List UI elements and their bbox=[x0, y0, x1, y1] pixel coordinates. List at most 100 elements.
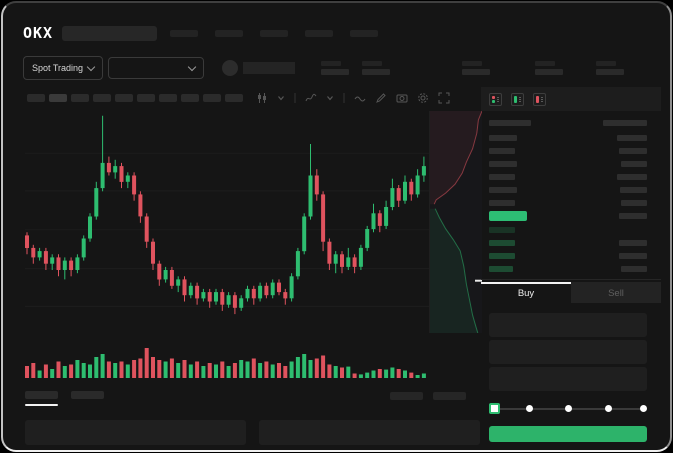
draw-icon[interactable] bbox=[375, 92, 387, 104]
order-field-skeleton[interactable] bbox=[489, 313, 647, 337]
timeframe-button[interactable] bbox=[225, 94, 243, 102]
ask-row[interactable] bbox=[489, 157, 647, 170]
bid-row[interactable] bbox=[489, 223, 647, 236]
bid-row[interactable] bbox=[489, 262, 647, 275]
stat-item bbox=[362, 61, 391, 75]
line-style-icon[interactable] bbox=[354, 92, 366, 104]
orderbook-header-amount-skeleton bbox=[603, 120, 647, 126]
orderbook-toolbar bbox=[481, 87, 661, 111]
slider-stop[interactable] bbox=[604, 405, 612, 412]
table-panel-skeleton bbox=[259, 420, 480, 445]
orderbook-bids bbox=[489, 223, 647, 275]
volume-chart[interactable] bbox=[25, 344, 429, 378]
bottom-tab[interactable] bbox=[71, 391, 104, 399]
stat-label-skeleton bbox=[596, 61, 617, 66]
stat-item bbox=[462, 61, 491, 75]
ask-amount-skeleton bbox=[620, 186, 647, 193]
icon-line bbox=[497, 96, 499, 98]
timeframe-button[interactable] bbox=[71, 94, 89, 102]
ask-row[interactable] bbox=[489, 183, 647, 196]
search-bar[interactable] bbox=[62, 25, 158, 41]
bottom-table-skeleton bbox=[25, 420, 480, 445]
indicators-icon[interactable] bbox=[305, 92, 317, 104]
stat-label-skeleton bbox=[321, 61, 342, 66]
bid-row[interactable] bbox=[489, 236, 647, 249]
timeframe-button[interactable] bbox=[203, 94, 221, 102]
bottom-tabs bbox=[25, 391, 466, 406]
ask-price-skeleton bbox=[489, 186, 517, 193]
icon-left-column bbox=[536, 95, 539, 103]
candlestick-chart[interactable] bbox=[25, 111, 429, 333]
okx-logo[interactable]: OKX bbox=[23, 24, 54, 42]
bottom-tab[interactable] bbox=[25, 391, 58, 406]
orderbook-view-icon-combined[interactable] bbox=[489, 92, 502, 106]
icon-line bbox=[541, 98, 543, 100]
bid-price-skeleton bbox=[489, 226, 515, 233]
orderbook-view-icon-asks[interactable] bbox=[533, 92, 546, 106]
nav-item-skeleton[interactable] bbox=[260, 29, 289, 37]
price-row-amount-skeleton bbox=[619, 213, 647, 219]
ask-row[interactable] bbox=[489, 144, 647, 157]
nav-item-skeleton[interactable] bbox=[170, 29, 199, 37]
depth-chart bbox=[429, 111, 482, 333]
candles-icon[interactable] bbox=[256, 92, 268, 104]
timeframe-button[interactable] bbox=[137, 94, 155, 102]
icon-line bbox=[519, 96, 521, 98]
stat-item bbox=[321, 61, 350, 75]
ask-row[interactable] bbox=[489, 196, 647, 209]
orderbook-price-row[interactable] bbox=[489, 209, 647, 223]
market-selector-button[interactable]: Spot Trading bbox=[23, 56, 104, 80]
icon-lines bbox=[541, 96, 543, 103]
buy-tab[interactable]: Buy bbox=[481, 282, 571, 303]
orderbook-header-price-skeleton bbox=[489, 120, 531, 126]
bottom-action-skeleton[interactable] bbox=[433, 392, 466, 400]
fullscreen-icon[interactable] bbox=[438, 92, 450, 104]
chevron-down-icon bbox=[187, 62, 197, 71]
slider-stop[interactable] bbox=[525, 405, 533, 412]
timeframe-button[interactable] bbox=[115, 94, 133, 102]
stat-label-skeleton bbox=[462, 61, 483, 66]
stat-label-skeleton bbox=[535, 61, 556, 66]
bottom-tab-skeleton bbox=[71, 391, 104, 399]
timeframe-button[interactable] bbox=[27, 94, 45, 102]
timeframe-button[interactable] bbox=[93, 94, 111, 102]
order-field-skeleton[interactable] bbox=[489, 340, 647, 364]
bid-price-skeleton bbox=[489, 252, 515, 259]
orderbook-asks bbox=[489, 131, 647, 209]
bottom-action-skeleton[interactable] bbox=[390, 392, 423, 400]
icon-left-column bbox=[514, 95, 517, 103]
stat-value-skeleton bbox=[321, 69, 350, 75]
chevron-down-icon[interactable] bbox=[326, 94, 334, 102]
timeframe-button[interactable] bbox=[159, 94, 177, 102]
bid-amount-skeleton bbox=[619, 252, 647, 259]
ask-row[interactable] bbox=[489, 131, 647, 144]
buy-submit-button[interactable] bbox=[489, 426, 647, 442]
camera-icon[interactable] bbox=[396, 92, 408, 104]
nav-item-skeleton[interactable] bbox=[215, 29, 244, 37]
ask-row[interactable] bbox=[489, 170, 647, 183]
ask-segment bbox=[492, 95, 495, 99]
pair-selector-dropdown[interactable] bbox=[108, 57, 205, 79]
nav-item-skeleton[interactable] bbox=[305, 29, 334, 37]
bid-row[interactable] bbox=[489, 249, 647, 262]
icon-lines bbox=[519, 96, 521, 103]
slider-stop[interactable] bbox=[565, 405, 572, 412]
icon-line bbox=[541, 96, 543, 98]
bid-amount-skeleton bbox=[619, 239, 647, 246]
chevron-down-icon[interactable] bbox=[277, 94, 285, 102]
timeframe-button[interactable] bbox=[49, 94, 67, 102]
order-field-skeleton[interactable] bbox=[489, 367, 647, 391]
orderbook-view-icon-bids[interactable] bbox=[511, 92, 524, 106]
icon-left-column bbox=[492, 95, 495, 103]
nav-item-skeleton[interactable] bbox=[350, 29, 379, 37]
sell-tab[interactable]: Sell bbox=[571, 282, 661, 303]
icon-line bbox=[519, 98, 521, 100]
stat-label-skeleton bbox=[362, 61, 383, 66]
slider-handle[interactable] bbox=[489, 403, 500, 414]
chevron-down-icon bbox=[86, 62, 96, 71]
slider-stop[interactable] bbox=[640, 405, 647, 412]
settings-icon[interactable] bbox=[417, 92, 429, 104]
timeframe-button[interactable] bbox=[181, 94, 199, 102]
amount-slider[interactable] bbox=[489, 403, 647, 414]
ask-amount-skeleton bbox=[619, 147, 647, 154]
